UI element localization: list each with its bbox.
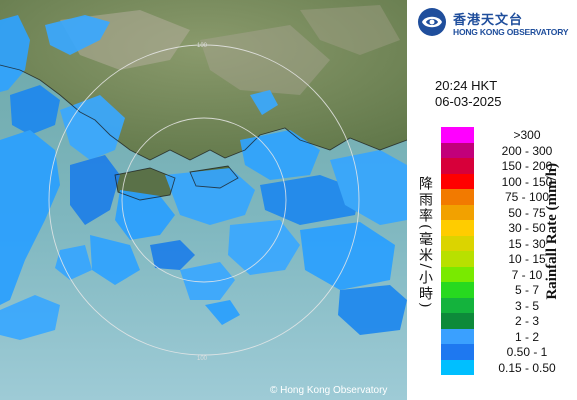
legend-row: 0.50 - 1 bbox=[441, 344, 571, 360]
coastline bbox=[0, 64, 407, 201]
legend-color-swatch bbox=[441, 142, 474, 158]
legend-label: 1 - 2 bbox=[514, 329, 539, 344]
legend-label: 0.15 - 0.50 bbox=[498, 360, 556, 375]
legend-label: 15 - 30 bbox=[508, 236, 546, 251]
legend-color-swatch bbox=[441, 173, 474, 189]
legend-color-swatch bbox=[441, 158, 474, 174]
legend-label: 5 - 7 bbox=[514, 283, 539, 297]
rain-echoes bbox=[0, 15, 407, 340]
legend-label: 150 - 200 bbox=[501, 159, 553, 173]
org-name-zh: 香港天文台 bbox=[453, 13, 524, 28]
legend-color-swatch bbox=[441, 359, 474, 375]
legend-row: 150 - 200 bbox=[441, 158, 571, 174]
legend-row: 50 - 75 bbox=[441, 204, 571, 220]
legend-row: 10 - 15 bbox=[441, 251, 571, 267]
range-label: 100 bbox=[197, 43, 208, 49]
legend-label: 0.50 - 1 bbox=[506, 345, 548, 359]
legend-row: 200 - 300 bbox=[441, 142, 571, 158]
urban-area bbox=[300, 5, 400, 55]
copyright-text: © Hong Kong Observatory bbox=[270, 385, 388, 396]
legend-color-swatch bbox=[441, 189, 474, 205]
legend-row: 0.15 - 0.50 bbox=[441, 359, 571, 375]
radar-map[interactable]: 100 100 © Hong Kong Observatory bbox=[0, 0, 407, 400]
legend-color-swatch bbox=[441, 204, 474, 220]
legend-row: 30 - 50 bbox=[441, 220, 571, 236]
legend-label: 75 - 100 bbox=[504, 190, 550, 204]
legend-row: 15 - 30 bbox=[441, 235, 571, 251]
legend-label: 200 - 300 bbox=[501, 143, 553, 158]
legend-color-swatch bbox=[441, 220, 474, 236]
observation-time: 20:24 HKT bbox=[435, 78, 498, 93]
legend-color-swatch bbox=[441, 251, 474, 267]
legend-title-en: Rainfall Rate (mm/h) bbox=[544, 163, 560, 300]
observation-date: 06-03-2025 bbox=[435, 94, 502, 109]
legend-label: 50 - 75 bbox=[508, 205, 546, 220]
legend-label: 30 - 50 bbox=[508, 221, 546, 235]
range-rings bbox=[48, 44, 360, 356]
legend-color-swatch bbox=[441, 328, 474, 344]
legend-color-swatch bbox=[441, 127, 474, 143]
legend-label: 2 - 3 bbox=[514, 314, 539, 328]
legend-title-zh: 降雨率(毫米/小時) bbox=[417, 176, 433, 310]
legend-color-swatch bbox=[441, 235, 474, 251]
legend-label: 7 - 10 bbox=[511, 267, 543, 282]
rainfall-rate-legend: >300 200 - 300 150 - 200 100 - 150 75 - 100 5… bbox=[441, 127, 571, 375]
legend-color-swatch bbox=[441, 313, 474, 329]
legend-label: >300 bbox=[513, 128, 541, 142]
legend-row: 100 - 150 bbox=[441, 173, 571, 189]
legend-row: 75 - 100 bbox=[441, 189, 571, 205]
urban-area bbox=[200, 25, 330, 95]
legend-row: 3 - 5 bbox=[441, 297, 571, 313]
legend-row: >300 bbox=[441, 127, 571, 143]
legend-color-swatch bbox=[441, 344, 474, 360]
legend-row: 5 - 7 bbox=[441, 282, 571, 298]
legend-label: 10 - 15 bbox=[508, 252, 546, 266]
legend-row: 1 - 2 bbox=[441, 328, 571, 344]
legend-color-swatch bbox=[441, 297, 474, 313]
legend-color-swatch bbox=[441, 282, 474, 298]
hko-logo: 香港天文台 HONG KONG OBSERVATORY bbox=[417, 7, 577, 41]
radar-map-canvas: 100 100 bbox=[0, 0, 407, 400]
hko-logo-icon bbox=[418, 8, 446, 36]
legend-label: 100 - 150 bbox=[501, 174, 553, 189]
org-name-en: HONG KONG OBSERVATORY bbox=[453, 27, 569, 37]
legend-row: 2 - 3 bbox=[441, 313, 571, 329]
legend-panel: 香港天文台 HONG KONG OBSERVATORY 20:24 HKT 06… bbox=[407, 0, 577, 400]
legend-label: 3 - 5 bbox=[514, 298, 539, 313]
legend-color-swatch bbox=[441, 266, 474, 282]
range-label: 100 bbox=[197, 356, 208, 362]
legend-row: 7 - 10 bbox=[441, 266, 571, 282]
